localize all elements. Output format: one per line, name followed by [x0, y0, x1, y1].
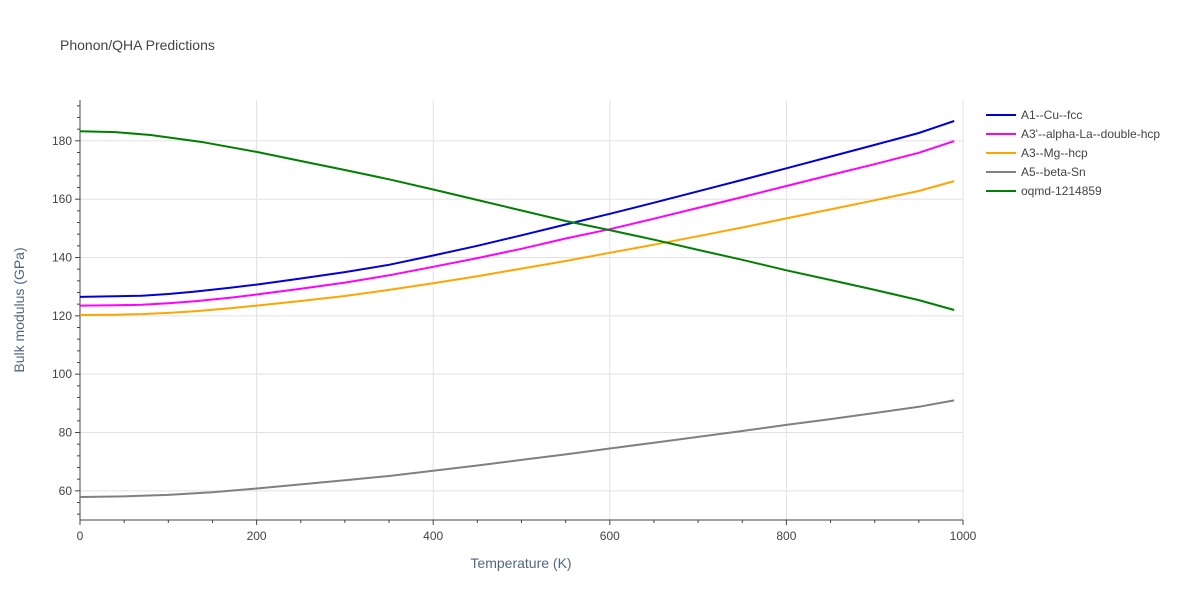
- x-axis-title: Temperature (K): [470, 555, 571, 571]
- y-tick-label: 60: [59, 484, 73, 498]
- y-tick-label: 180: [52, 134, 72, 148]
- y-tick-label: 140: [52, 251, 72, 265]
- legend-item: A3'--alpha-La--double-hcp: [986, 127, 1160, 141]
- y-axis-title: Bulk modulus (GPa): [11, 247, 27, 372]
- x-tick-label: 400: [423, 529, 443, 543]
- y-tick-label: 80: [59, 426, 73, 440]
- legend-item: A5--beta-Sn: [986, 165, 1086, 179]
- legend-item: oqmd-1214859: [986, 184, 1102, 198]
- legend-label: A3'--alpha-La--double-hcp: [1021, 127, 1160, 141]
- chart-title: Phonon/QHA Predictions: [60, 37, 215, 53]
- axes-layer: 0 200 400 600 800 1000 60 80 100 120 140 160 180: [52, 100, 977, 543]
- legend-label: A3--Mg--hcp: [1021, 146, 1088, 160]
- x-tick-label: 200: [247, 529, 267, 543]
- series-line-2: [79, 180, 955, 316]
- series-line-4: [79, 130, 955, 311]
- legend-item: A1--Cu--fcc: [986, 108, 1082, 122]
- y-tick-label: 120: [52, 309, 72, 323]
- x-tick-label: 800: [776, 529, 796, 543]
- x-tick-label: 1000: [950, 529, 977, 543]
- series-layer: [79, 120, 955, 498]
- x-tick-label: 600: [600, 529, 620, 543]
- y-tick-label: 160: [52, 192, 72, 206]
- legend-label: oqmd-1214859: [1021, 184, 1102, 198]
- x-tick-label: 0: [77, 529, 84, 543]
- series-line-1: [79, 140, 955, 307]
- legend-label: A1--Cu--fcc: [1021, 108, 1082, 122]
- legend: A1--Cu--fcc A3'--alpha-La--double-hcp A3--…: [986, 108, 1160, 198]
- legend-item: A3--Mg--hcp: [986, 146, 1088, 160]
- series-line-3: [79, 399, 955, 498]
- series-line-0: [79, 120, 955, 298]
- legend-label: A5--beta-Sn: [1021, 165, 1086, 179]
- y-tick-label: 100: [52, 367, 72, 381]
